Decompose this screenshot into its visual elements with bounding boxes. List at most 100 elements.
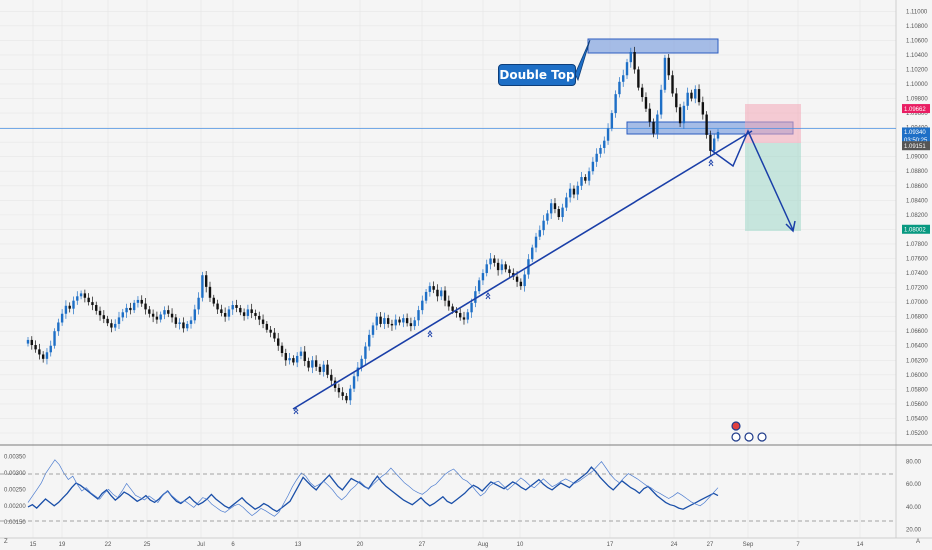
projected-price-path[interactable] (710, 129, 794, 231)
candle-body (568, 188, 572, 198)
candle-body (57, 322, 60, 332)
candle-body (258, 315, 261, 320)
stop-loss-zone[interactable] (745, 104, 801, 143)
candle-body (132, 302, 136, 311)
candle-body (204, 275, 208, 287)
price-tick-label: 1.05200 (906, 431, 928, 437)
time-tick-label: 20 (357, 542, 364, 548)
price-tick-label: 1.09800 (906, 97, 928, 103)
price-tick-label: 1.08400 (906, 198, 928, 204)
price-tick-label: 1.11000 (906, 9, 928, 15)
candle-body (64, 305, 68, 314)
callout-pointer-icon (574, 39, 591, 82)
candle-body (292, 358, 295, 363)
flag-icon (731, 421, 741, 431)
candle-body (610, 113, 614, 129)
candle-body (356, 367, 360, 377)
candle-body (561, 207, 564, 218)
candle-body (34, 345, 37, 350)
candle-body (458, 313, 462, 318)
chevron-up-icon (427, 330, 433, 335)
time-tick-label: 10 (517, 542, 524, 548)
candle-body (694, 89, 697, 99)
candle-body (220, 309, 223, 314)
price-tick-label: 1.10200 (906, 67, 928, 73)
candle-body (129, 307, 132, 311)
candle-body (572, 188, 576, 195)
candle-body (322, 364, 325, 372)
double-top-label[interactable]: Double Top (498, 64, 576, 86)
price-tick-label: 1.08800 (906, 169, 928, 175)
candle-body (136, 299, 140, 303)
ascending-trendline[interactable] (292, 130, 753, 410)
price-tick-label: 1.05400 (906, 416, 928, 422)
candle-body (345, 395, 348, 401)
candle-body (663, 57, 667, 90)
candle-body (170, 313, 174, 318)
candle-body (201, 275, 204, 298)
price-tick-label: 1.06800 (906, 315, 928, 321)
time-tick-label: 14 (857, 542, 864, 548)
candle-body (159, 314, 162, 320)
candle-body (538, 230, 542, 237)
candle-body (489, 258, 492, 265)
candle-body (595, 153, 598, 162)
indicator-right-tick: 40.00 (906, 505, 922, 511)
candle-body (155, 316, 159, 320)
candle-body (68, 305, 71, 309)
candle-body (261, 319, 265, 324)
time-tick-label: 13 (295, 542, 302, 548)
chevron-up-icon (485, 292, 491, 297)
candle-body (436, 289, 439, 297)
candle-body (455, 310, 458, 314)
candle-body (713, 138, 716, 151)
swing-low-markers (293, 159, 714, 415)
candle-body (379, 316, 382, 324)
candle-body (216, 303, 219, 310)
time-tick-label: 27 (707, 542, 714, 548)
candle-body (117, 317, 121, 324)
candle-body (565, 197, 568, 208)
candle-body (470, 302, 473, 313)
candle-body (368, 334, 371, 347)
oscillator-lines (27, 459, 719, 517)
price-tick-label: 1.06400 (906, 344, 928, 350)
candle-body (481, 273, 485, 281)
indicator-axis: 0.00350 0.00300 0.00250 0.00200 0.00150 80.00… (4, 455, 922, 534)
candle-body (371, 325, 375, 335)
candle-body (246, 309, 250, 316)
candle-body (553, 203, 557, 210)
candle-body (148, 309, 151, 314)
candle-body (675, 93, 678, 108)
candle-body (477, 280, 481, 292)
candle-body (648, 108, 651, 122)
price-tick-label: 1.09000 (906, 155, 928, 161)
candle-body (30, 339, 33, 346)
candle-body (76, 296, 79, 301)
candle-body (402, 318, 405, 323)
double-top-resistance-zone[interactable] (587, 38, 719, 54)
candle-body (496, 262, 500, 271)
time-axis: 15 19 22 25 Jul 6 13 20 27 Aug 10 17 24 27 Sep 7 14 (30, 542, 864, 548)
candle-body (432, 286, 435, 290)
candle-body (337, 387, 341, 393)
candle-body (451, 306, 454, 311)
candle-body (231, 305, 234, 310)
time-tick-label: 17 (607, 542, 614, 548)
candle-body (72, 300, 75, 309)
candle-body (474, 291, 477, 303)
time-tick-label: 7 (796, 542, 800, 548)
price-tag (902, 224, 930, 234)
price-tag-label: 1.09662 (904, 107, 926, 113)
chevron-up-icon (708, 162, 714, 167)
candle-body (326, 364, 329, 375)
indicator-left-tick: 0.00350 (4, 455, 26, 461)
candle-body (716, 131, 720, 139)
price-tick-label: 1.06200 (906, 358, 928, 364)
indicator-left-tick: 0.00250 (4, 487, 26, 493)
candle-body (151, 313, 155, 317)
event-icons[interactable] (731, 421, 767, 442)
price-tick-label: 1.07400 (906, 271, 928, 277)
indicator-left-tick: 0.00300 (4, 471, 26, 477)
